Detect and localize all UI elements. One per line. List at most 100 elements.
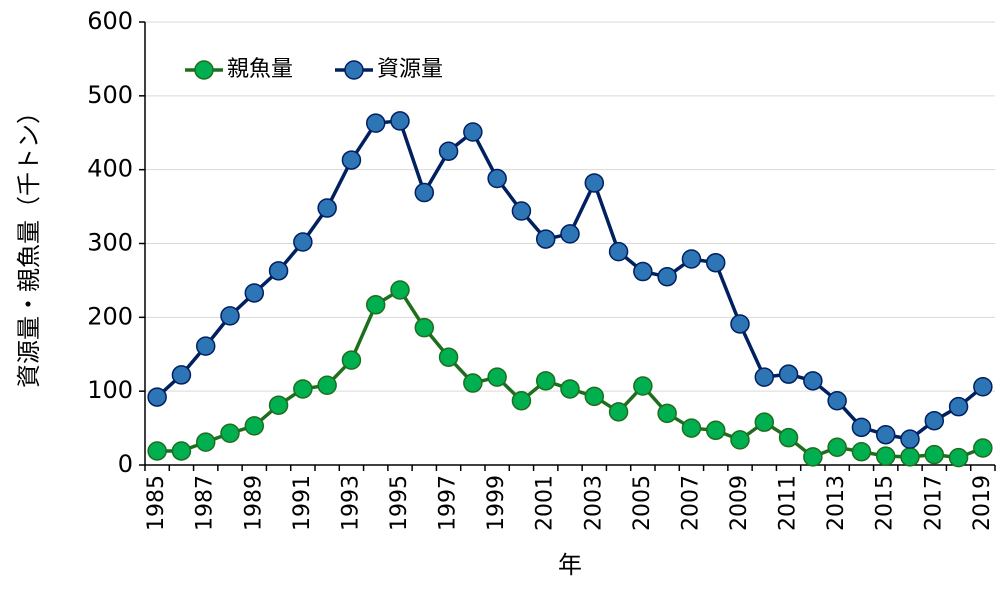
data-point	[268, 261, 289, 281]
data-point	[487, 367, 507, 387]
data-point	[147, 441, 167, 461]
data-point	[244, 416, 265, 436]
data-point	[778, 427, 799, 448]
data-point	[535, 371, 556, 391]
data-point	[851, 441, 872, 462]
data-point	[220, 423, 240, 444]
legend-marker	[194, 60, 214, 80]
data-point	[268, 395, 289, 415]
data-point	[341, 350, 362, 370]
data-point	[195, 336, 216, 356]
data-point	[244, 283, 265, 303]
data-point	[390, 111, 410, 131]
x-tick-label: 2007	[678, 475, 703, 531]
data-point	[511, 201, 532, 221]
data-point	[778, 364, 799, 384]
data-point	[633, 261, 653, 282]
data-point	[195, 432, 216, 452]
data-point	[584, 173, 605, 193]
x-tick-label: 1991	[290, 475, 315, 531]
data-point	[414, 317, 435, 338]
y-tick-label: 100	[87, 376, 133, 404]
x-tick-label: 2011	[776, 475, 801, 531]
data-point	[414, 182, 435, 203]
data-point	[608, 241, 629, 262]
data-point	[681, 418, 702, 438]
data-point	[657, 403, 677, 424]
data-point	[147, 387, 167, 407]
x-tick-label: 1993	[338, 475, 363, 531]
data-point	[171, 365, 192, 385]
data-point	[827, 437, 847, 458]
y-tick-label: 0	[118, 450, 133, 478]
data-point	[293, 379, 313, 399]
data-point	[875, 446, 896, 466]
data-point	[705, 420, 726, 441]
y-axis-label: 資源量・親魚量（千トン）	[15, 100, 43, 388]
data-point	[803, 447, 823, 467]
data-point	[535, 229, 556, 249]
data-point	[317, 375, 337, 396]
data-point	[924, 410, 945, 431]
x-tick-label: 2017	[921, 475, 946, 531]
data-point	[438, 141, 459, 161]
data-point	[851, 417, 872, 438]
data-point	[803, 371, 823, 391]
x-tick-label: 1999	[484, 475, 509, 531]
data-point	[900, 447, 920, 467]
x-tick-label: 1995	[387, 475, 412, 531]
data-point	[390, 280, 410, 300]
data-point	[754, 412, 775, 432]
x-tick-label: 1985	[144, 475, 169, 531]
x-tick-label: 2001	[533, 475, 558, 531]
x-tick-label: 2005	[630, 475, 655, 531]
data-point	[438, 347, 459, 367]
data-point	[463, 122, 483, 142]
data-point	[487, 168, 507, 189]
data-point	[341, 150, 362, 170]
data-point	[730, 430, 750, 450]
data-point	[730, 314, 750, 334]
data-point	[948, 447, 969, 468]
legend-label: 資源量	[377, 57, 443, 82]
x-axis-label: 年	[558, 551, 582, 579]
data-point	[584, 386, 605, 407]
y-tick-label: 200	[87, 302, 133, 330]
x-tick-label: 2009	[727, 475, 752, 531]
y-tick-label: 300	[87, 229, 133, 257]
data-point	[875, 424, 896, 445]
y-tick-label: 600	[87, 7, 133, 35]
data-point	[973, 376, 993, 397]
x-tick-label: 2013	[824, 475, 849, 531]
data-point	[317, 198, 337, 218]
data-point	[365, 113, 386, 133]
data-point	[924, 444, 945, 465]
x-tick-label: 2019	[970, 475, 995, 531]
data-point	[608, 402, 629, 422]
y-tick-label: 400	[87, 155, 133, 183]
legend-label: 親魚量	[227, 57, 293, 82]
data-point	[657, 266, 677, 287]
y-tick-label: 500	[87, 81, 133, 109]
x-tick-label: 1987	[193, 475, 218, 531]
data-point	[365, 295, 386, 315]
data-point	[681, 249, 702, 269]
data-point	[220, 306, 240, 326]
data-point	[560, 379, 580, 399]
legend-marker	[344, 60, 364, 80]
data-point	[827, 391, 847, 411]
data-point	[633, 376, 653, 396]
data-point	[463, 373, 483, 393]
data-point	[560, 224, 580, 244]
data-point	[754, 367, 775, 387]
x-tick-label: 1997	[436, 475, 461, 531]
data-point	[705, 252, 726, 273]
data-point	[973, 438, 993, 458]
x-tick-label: 2003	[581, 475, 606, 531]
x-tick-label: 2015	[873, 475, 898, 531]
data-point	[948, 396, 969, 417]
data-point	[171, 441, 192, 461]
data-point	[900, 429, 920, 449]
x-tick-label: 1989	[241, 475, 266, 531]
